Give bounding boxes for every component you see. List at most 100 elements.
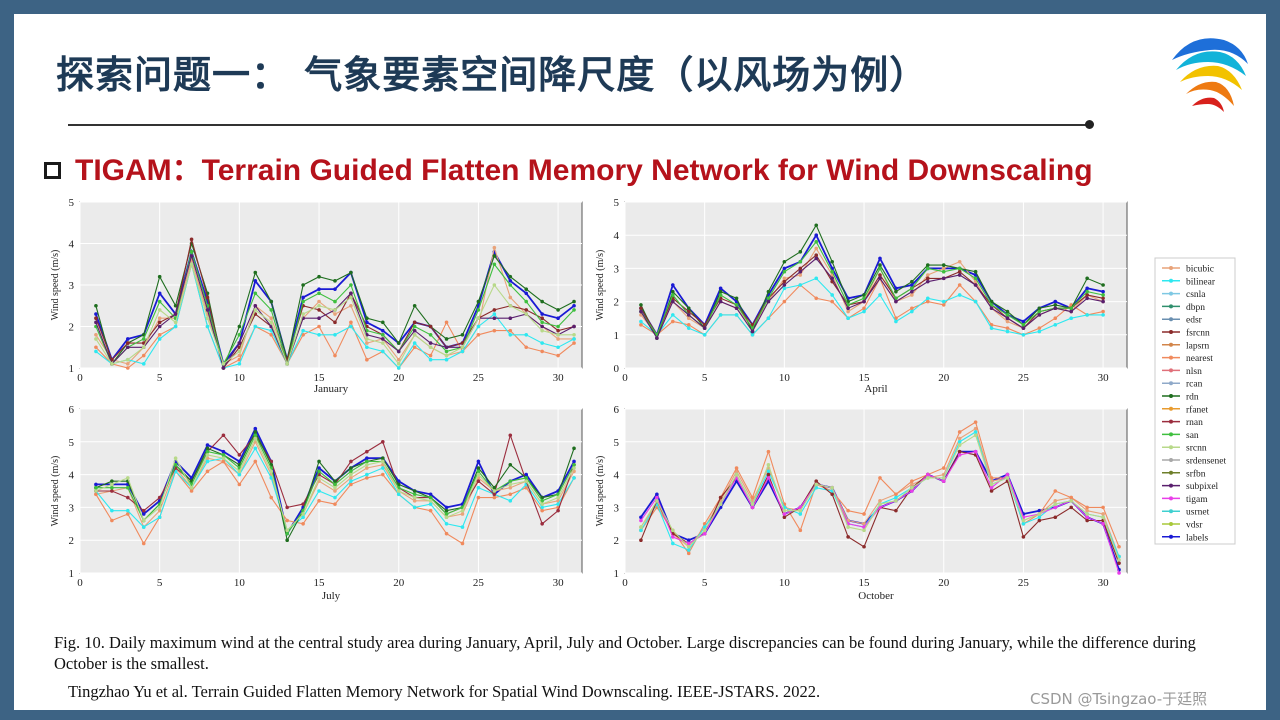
data-point-labels [365, 320, 369, 325]
data-point-rdn [157, 274, 162, 279]
data-point-nearest [285, 518, 289, 523]
data-point-fsrcnn [782, 279, 787, 284]
data-point-srcnn [205, 453, 210, 457]
data-point-srcnn [766, 462, 771, 467]
data-point-subpixel [671, 299, 675, 304]
y-tick-label: 3 [69, 502, 75, 514]
data-point-nearest [141, 541, 146, 546]
x-tick-label: 25 [473, 372, 485, 384]
data-point-rdn [94, 303, 98, 308]
data-point-san [285, 531, 289, 536]
data-point-nearest [862, 306, 866, 311]
data-point-rdn [572, 446, 576, 451]
data-point-srcnn [237, 349, 242, 354]
data-point-san [444, 512, 449, 516]
data-point-bicubic [957, 259, 962, 264]
data-point-bicubic [508, 485, 513, 490]
data-point-nearest [333, 353, 337, 358]
data-point-subpixel [396, 349, 401, 354]
data-point-bilinear [957, 293, 962, 297]
x-tick-label: 15 [314, 372, 326, 384]
data-point-srcnn [734, 472, 739, 477]
data-point-nearest [428, 508, 433, 513]
data-point-fsrcnn [556, 328, 560, 333]
legend-label-tigam: tigam [1186, 495, 1208, 505]
x-tick-label: 0 [622, 577, 628, 589]
data-point-tigam [686, 541, 691, 546]
data-point-rdn [444, 337, 449, 341]
data-point-nearest [766, 449, 771, 454]
data-point-bilinear [910, 309, 914, 314]
data-point-subpixel [572, 324, 576, 329]
legend-label-rcan: rcan [1186, 380, 1203, 390]
data-point-srcnn [110, 482, 114, 487]
legend-marker-dbpn [1169, 304, 1173, 309]
data-point-bilinear [141, 525, 146, 529]
data-point-srcnn [269, 320, 274, 325]
data-point-bicubic [910, 293, 914, 297]
data-point-bilinear [830, 293, 834, 297]
data-point-nearest [412, 345, 417, 350]
data-point-srcnn [126, 357, 130, 362]
data-point-bicubic [365, 466, 369, 470]
data-point-srcnn [412, 495, 417, 500]
data-point-nearest [94, 345, 98, 350]
data-point-labels [126, 337, 130, 341]
data-point-bilinear [798, 512, 803, 516]
data-point-bilinear [572, 476, 576, 480]
data-point-nearest [524, 485, 529, 490]
x-tick-label: 5 [157, 577, 163, 589]
data-point-bilinear [365, 345, 369, 350]
data-point-rdn [1005, 309, 1010, 314]
data-point-nearest [1005, 326, 1010, 330]
data-point-srcnn [476, 316, 481, 321]
data-point-nearest [1085, 505, 1089, 510]
data-point-fsrcnn [492, 308, 497, 312]
data-point-san [444, 349, 449, 354]
data-point-san [157, 299, 162, 304]
data-point-nearest [540, 349, 544, 354]
data-point-san [1037, 309, 1042, 314]
data-point-san [830, 269, 834, 274]
slide-subtitle: TIGAM：Terrain Guided Flatten Memory Netw… [44, 145, 1093, 189]
data-point-bicubic [157, 508, 162, 513]
data-point-nearest [686, 551, 691, 556]
data-point-rnan [221, 433, 226, 438]
data-point-rdn [412, 303, 417, 308]
data-point-nearest [205, 469, 210, 474]
data-point-subpixel [1021, 326, 1026, 330]
data-point-san [1101, 293, 1105, 297]
data-point-san [524, 476, 529, 480]
data-point-nearest [94, 492, 98, 497]
data-point-nearest [317, 324, 321, 329]
x-tick-label: 5 [702, 372, 708, 384]
data-point-rdn [782, 259, 787, 264]
data-point-san [317, 469, 321, 474]
data-point-bicubic [878, 499, 882, 503]
data-point-labels [1085, 286, 1089, 291]
y-tick-label: 3 [614, 263, 620, 275]
data-point-srcnn [1117, 558, 1121, 562]
data-point-bilinear [237, 362, 242, 366]
data-point-bilinear [396, 492, 401, 497]
data-point-bilinear [269, 476, 274, 480]
data-point-rdn [925, 263, 930, 267]
data-point-bilinear [253, 446, 258, 451]
data-point-san [540, 320, 544, 325]
data-point-srcnn [718, 502, 723, 506]
data-point-srcnn [846, 525, 850, 529]
data-point-srcnn [973, 433, 978, 438]
data-point-srcnn [540, 328, 544, 333]
data-point-nearest [830, 299, 834, 304]
legend-marker-lapsrn [1169, 342, 1173, 347]
data-point-fsrcnn [686, 309, 691, 314]
data-point-subpixel [1037, 313, 1042, 317]
data-point-fsrcnn [524, 308, 529, 312]
data-point-rnan [380, 440, 385, 444]
y-tick-label: 2 [614, 535, 620, 547]
legend-label-rnan: rnan [1186, 418, 1203, 428]
x-tick-label: 10 [234, 372, 246, 384]
data-point-bilinear [492, 312, 497, 316]
legend-marker-rdn [1169, 394, 1173, 398]
data-point-nearest [556, 353, 560, 358]
